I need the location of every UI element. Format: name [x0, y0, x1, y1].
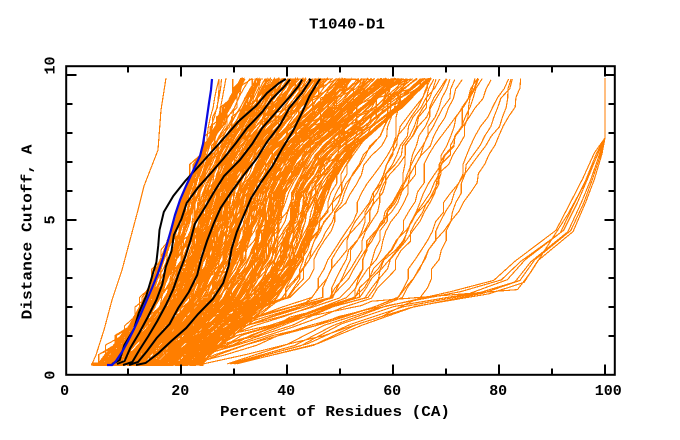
- svg-text:Distance Cutoff, A: Distance Cutoff, A: [20, 145, 37, 320]
- svg-text:60: 60: [383, 383, 401, 400]
- svg-text:80: 80: [489, 383, 507, 400]
- svg-text:T1040-D1: T1040-D1: [309, 17, 385, 34]
- svg-text:40: 40: [277, 383, 295, 400]
- svg-text:0: 0: [60, 383, 69, 400]
- svg-text:Percent of Residues (CA): Percent of Residues (CA): [220, 404, 450, 421]
- svg-text:10: 10: [43, 57, 60, 75]
- svg-text:100: 100: [595, 383, 622, 400]
- svg-text:5: 5: [43, 215, 60, 224]
- svg-text:20: 20: [171, 383, 189, 400]
- svg-text:0: 0: [43, 371, 60, 380]
